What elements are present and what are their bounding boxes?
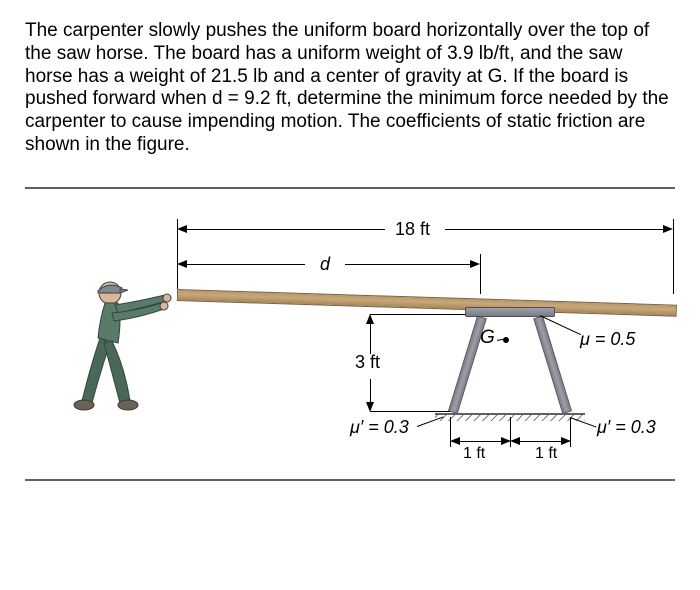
arrow — [561, 437, 571, 445]
label-mu-left: μ′ = 0.3 — [350, 417, 409, 438]
rule-bottom — [25, 479, 675, 481]
dim-line-d — [345, 264, 473, 265]
label-1ft-right: 1 ft — [535, 445, 557, 463]
label-d: d — [320, 254, 330, 275]
dim-line-18ft — [445, 229, 665, 230]
board — [177, 289, 677, 317]
arrow — [450, 437, 460, 445]
arrow — [177, 225, 187, 233]
label-g: G — [480, 327, 495, 349]
label-3ft: 3 ft — [355, 352, 380, 373]
figure: 18 ft d G μ = 0.5 3 ft μ′ = 0.3 μ′ = 0.3… — [25, 189, 675, 479]
arrow — [177, 260, 187, 268]
dim-ext — [370, 314, 465, 315]
dim-line-3ft — [370, 324, 371, 354]
problem-text: The carpenter slowly pushes the uniform … — [25, 20, 675, 157]
carpenter-icon — [70, 273, 180, 413]
label-mu-top: μ = 0.5 — [580, 329, 635, 350]
dim-line-18ft — [185, 229, 385, 230]
dim-line-1ft-l — [457, 441, 503, 442]
arrow — [366, 314, 374, 324]
arrow — [663, 225, 673, 233]
dim-line-1ft-r — [517, 441, 563, 442]
dim-tick — [480, 254, 481, 294]
dim-tick — [673, 219, 674, 294]
label-18ft: 18 ft — [395, 219, 430, 240]
label-mu-right: μ′ = 0.3 — [597, 417, 656, 438]
dim-line-d — [185, 264, 305, 265]
dim-ext — [370, 411, 450, 412]
arrow — [470, 260, 480, 268]
dim-line-3ft — [370, 379, 371, 404]
label-1ft-left: 1 ft — [463, 445, 485, 463]
arrow — [510, 437, 520, 445]
